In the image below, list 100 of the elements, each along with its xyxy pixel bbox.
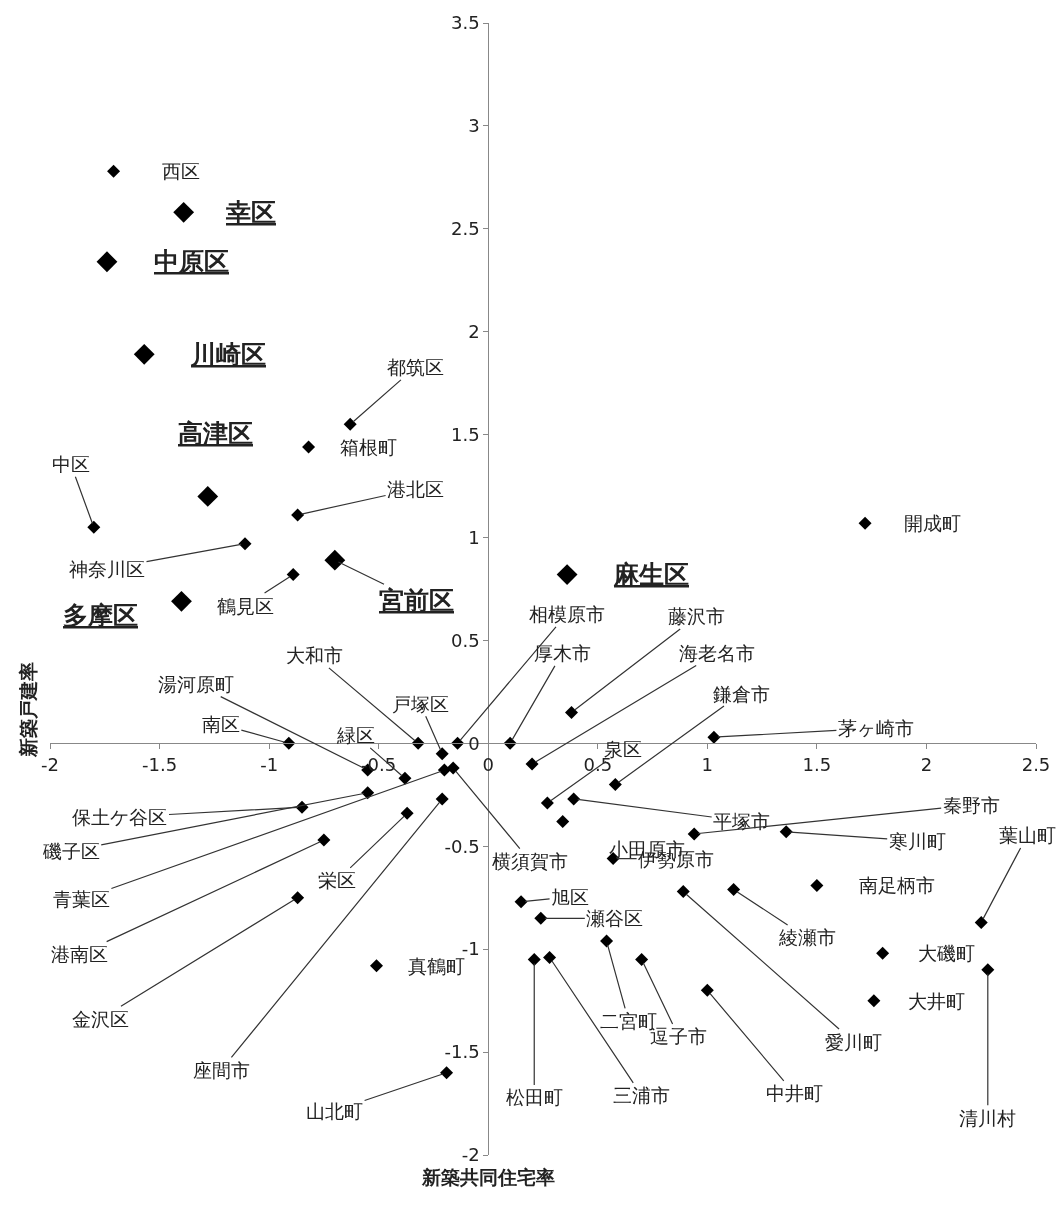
x-tick-label: -1.5 <box>142 753 178 775</box>
annotation: 川崎区 <box>190 340 266 369</box>
annotation: 中原区 <box>154 247 229 276</box>
point <box>858 516 872 530</box>
point <box>238 537 252 551</box>
annotation: 平塚市 <box>713 810 770 832</box>
annotation: 大井町 <box>908 990 965 1012</box>
annotation: 栄区 <box>318 869 356 891</box>
y-tick-label: 3 <box>468 115 480 137</box>
y-tick-label: 1.5 <box>450 423 480 445</box>
annotation: 港北区 <box>387 478 444 500</box>
point <box>437 763 451 777</box>
annotation: 湯河原町 <box>158 673 234 695</box>
point <box>527 952 541 966</box>
point <box>687 827 701 841</box>
y-tick-label: 0.5 <box>450 629 480 651</box>
annotation: 大磯町 <box>918 942 975 964</box>
annotation: 麻生区 <box>613 560 689 589</box>
point <box>981 963 995 977</box>
point <box>556 564 578 585</box>
point <box>361 786 375 800</box>
point <box>608 778 622 792</box>
point <box>107 164 121 178</box>
point <box>302 440 316 454</box>
x-tick-label: -1 <box>260 753 279 775</box>
y-tick-label: 2.5 <box>450 218 480 240</box>
point <box>556 815 570 829</box>
annotation: 瀬谷区 <box>586 907 643 929</box>
annotation: 中井町 <box>766 1082 823 1104</box>
x-tick-label: 1 <box>701 753 714 775</box>
point <box>400 806 414 820</box>
point <box>534 911 548 925</box>
point <box>435 792 449 806</box>
annotation: 山北町 <box>306 1100 363 1122</box>
annotation: 松田町 <box>506 1086 563 1108</box>
annotation: 相模原市 <box>529 603 605 625</box>
point <box>600 934 614 948</box>
annotation: 神奈川区 <box>69 558 145 580</box>
annotation: 青葉区 <box>53 888 110 910</box>
point <box>286 568 300 582</box>
point <box>173 201 195 223</box>
y-tick-label: 3.5 <box>450 12 480 34</box>
point <box>324 549 346 571</box>
point <box>779 825 793 839</box>
y-tick-label: 2 <box>468 321 480 343</box>
y-tick-label: 1 <box>468 526 480 548</box>
annotation: 港南区 <box>51 943 108 965</box>
annotation: 開成町 <box>904 512 961 534</box>
annotation: 戸塚区 <box>392 693 449 715</box>
annotation: 横須賀市 <box>492 850 568 872</box>
annotation: 愛川町 <box>825 1031 882 1053</box>
point <box>525 757 539 771</box>
point <box>867 994 881 1008</box>
annotation: 海老名市 <box>679 642 755 664</box>
point <box>707 730 721 744</box>
y-tick-label: -0.5 <box>444 835 480 857</box>
point <box>514 895 528 909</box>
annotation: 厚木市 <box>534 642 591 664</box>
point <box>369 959 383 973</box>
annotation: 秦野市 <box>943 794 1000 816</box>
point <box>291 891 305 905</box>
annotation: 藤沢市 <box>668 605 725 627</box>
annotation: 金沢区 <box>72 1008 129 1030</box>
annotation: 幸区 <box>225 198 276 227</box>
x-tick-label: 2.5 <box>1021 753 1051 775</box>
annotation: 磯子区 <box>42 840 100 862</box>
y-tick-label: -1.5 <box>444 1041 480 1063</box>
annotation: 寒川町 <box>889 830 946 852</box>
annotation: 西区 <box>162 160 200 182</box>
y-axis-title: 新築戸建率 <box>17 661 40 758</box>
annotation: 葉山町 <box>999 824 1056 846</box>
point <box>133 343 155 365</box>
point <box>635 952 649 966</box>
point <box>876 946 890 960</box>
annotation: 座間市 <box>193 1059 250 1081</box>
annotation: 多摩区 <box>63 601 138 630</box>
point <box>317 833 331 847</box>
point <box>171 590 192 612</box>
annotation: 真鶴町 <box>408 955 465 977</box>
annotation: 南足柄市 <box>859 874 935 896</box>
point <box>727 882 741 896</box>
annotation: 箱根町 <box>340 436 397 458</box>
x-tick-label: 0 <box>482 753 494 775</box>
annotation: 緑区 <box>336 724 375 746</box>
x-axis-title: 新築共同住宅率 <box>421 1166 555 1188</box>
annotation: 中区 <box>52 453 90 475</box>
annotation: 高津区 <box>178 419 253 448</box>
point <box>564 705 578 719</box>
annotation: 綾瀬市 <box>778 926 836 948</box>
point <box>676 885 690 899</box>
annotation: 大和市 <box>286 644 343 666</box>
point <box>567 792 581 806</box>
point <box>700 983 714 997</box>
point <box>343 417 357 431</box>
point <box>810 878 824 892</box>
point <box>435 747 449 761</box>
y-tick-label: 0 <box>468 732 480 754</box>
annotation: 宮前区 <box>379 586 454 615</box>
point <box>87 520 101 534</box>
point <box>974 915 988 929</box>
